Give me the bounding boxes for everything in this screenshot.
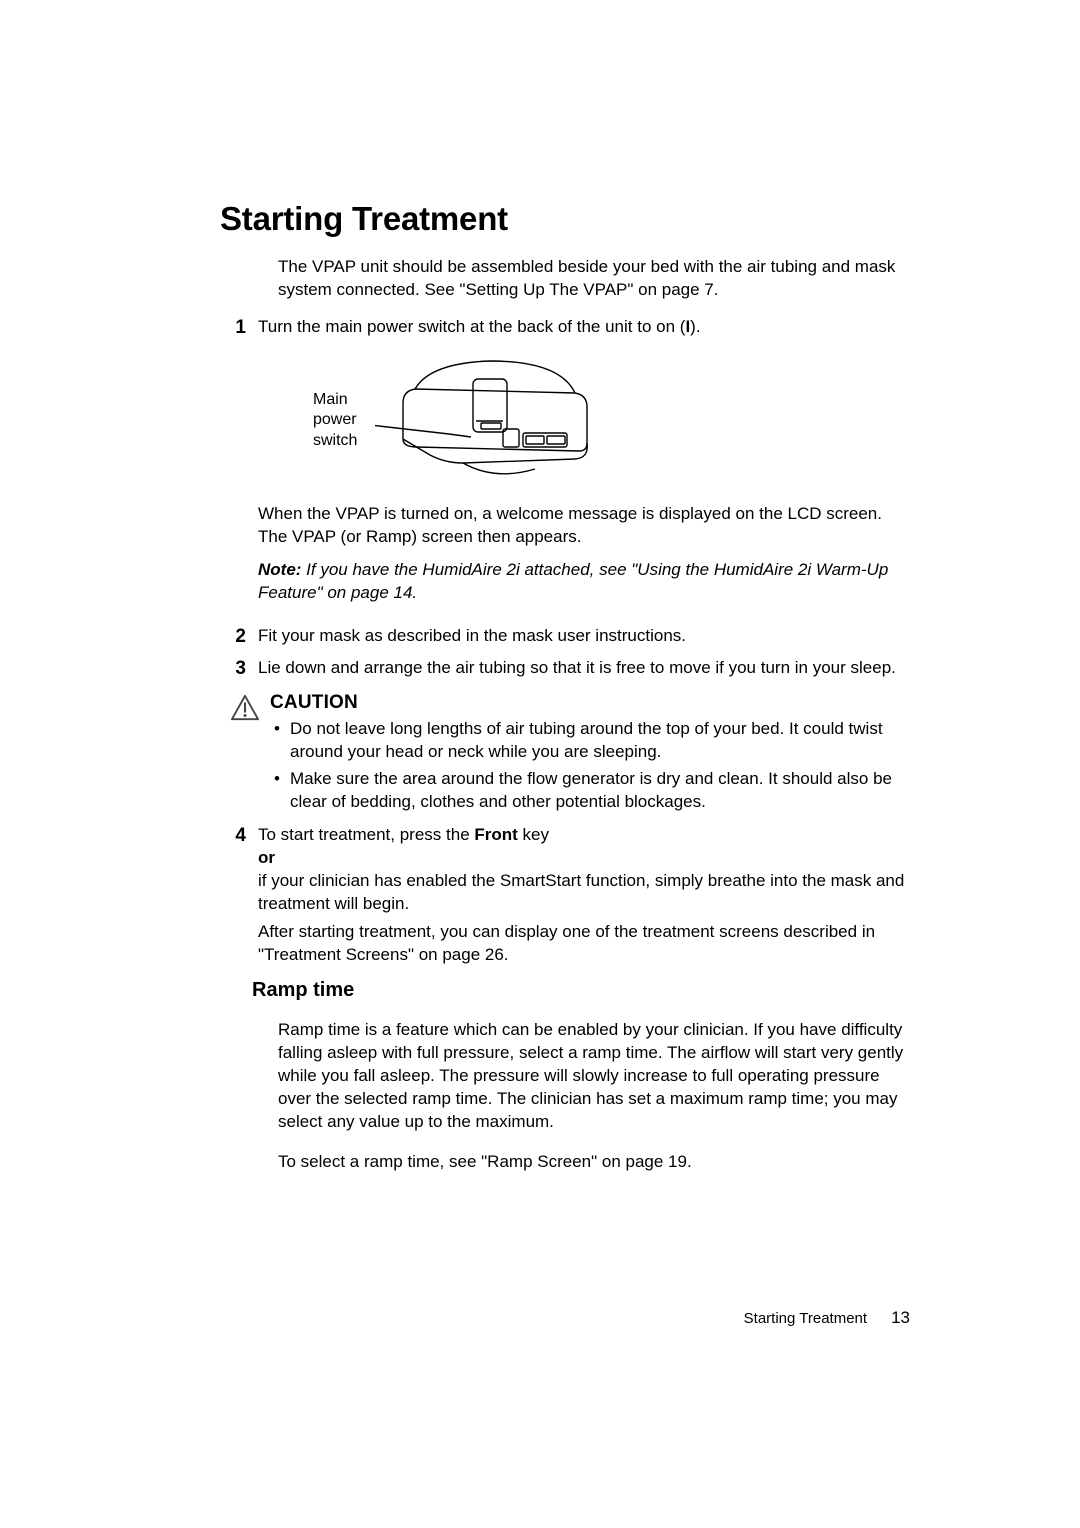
caution-heading: CAUTION	[270, 692, 910, 714]
step-1-post: ).	[690, 317, 700, 336]
caution-icon	[230, 694, 260, 722]
step-4-line1-pre: To start treatment, press the	[258, 825, 474, 844]
step-4-or: or	[258, 847, 910, 870]
page-title: Starting Treatment	[220, 200, 910, 238]
intro-text: The VPAP unit should be assembled beside…	[278, 256, 910, 302]
step-1-body: Turn the main power switch at the back o…	[258, 316, 910, 617]
caution-block: CAUTION Do not leave long lengths of air…	[230, 692, 910, 824]
caution-list: Do not leave long lengths of air tubing …	[270, 718, 910, 814]
step-1-pre: Turn the main power switch at the back o…	[258, 317, 685, 336]
step-4-line1: To start treatment, press the Front key	[258, 824, 910, 847]
step-4-body: To start treatment, press the Front key …	[258, 824, 910, 968]
step-3-body: Lie down and arrange the air tubing so t…	[258, 657, 910, 680]
step-1-number: 1	[220, 316, 258, 341]
caution-item-2: Make sure the area around the flow gener…	[270, 768, 910, 814]
footer-section: Starting Treatment	[744, 1310, 867, 1327]
caution-item-1: Do not leave long lengths of air tubing …	[270, 718, 910, 764]
step-2-number: 2	[220, 625, 258, 650]
note-block: Note: If you have the HumidAire 2i attac…	[258, 559, 910, 605]
step-4-line1-key: Front	[474, 825, 517, 844]
page-content: Starting Treatment The VPAP unit should …	[0, 0, 1080, 1174]
ramp-body-1: Ramp time is a feature which can be enab…	[278, 1019, 910, 1134]
step-2-body: Fit your mask as described in the mask u…	[258, 625, 910, 648]
ramp-heading: Ramp time	[252, 979, 910, 1002]
step-4-line3: After starting treatment, you can displa…	[258, 921, 910, 967]
figure-label: Main power switch	[313, 390, 357, 452]
footer-page-number: 13	[891, 1308, 910, 1328]
step-2: 2 Fit your mask as described in the mask…	[220, 625, 910, 650]
caution-content: CAUTION Do not leave long lengths of air…	[270, 692, 910, 824]
step-4-line1-post: key	[518, 825, 549, 844]
step-1: 1 Turn the main power switch at the back…	[220, 316, 910, 617]
device-illustration	[375, 351, 605, 491]
device-figure: Main power switch	[313, 351, 910, 491]
page-footer: Starting Treatment 13	[744, 1308, 910, 1328]
post-figure-text: When the VPAP is turned on, a welcome me…	[258, 503, 910, 549]
note-label: Note:	[258, 560, 301, 579]
step-4: 4 To start treatment, press the Front ke…	[220, 824, 910, 968]
step-3-number: 3	[220, 657, 258, 682]
step-4-line2: if your clinician has enabled the SmartS…	[258, 870, 910, 916]
ramp-body-2: To select a ramp time, see "Ramp Screen"…	[278, 1151, 910, 1174]
note-text: If you have the HumidAire 2i attached, s…	[258, 560, 888, 602]
step-3: 3 Lie down and arrange the air tubing so…	[220, 657, 910, 682]
step-4-number: 4	[220, 824, 258, 849]
